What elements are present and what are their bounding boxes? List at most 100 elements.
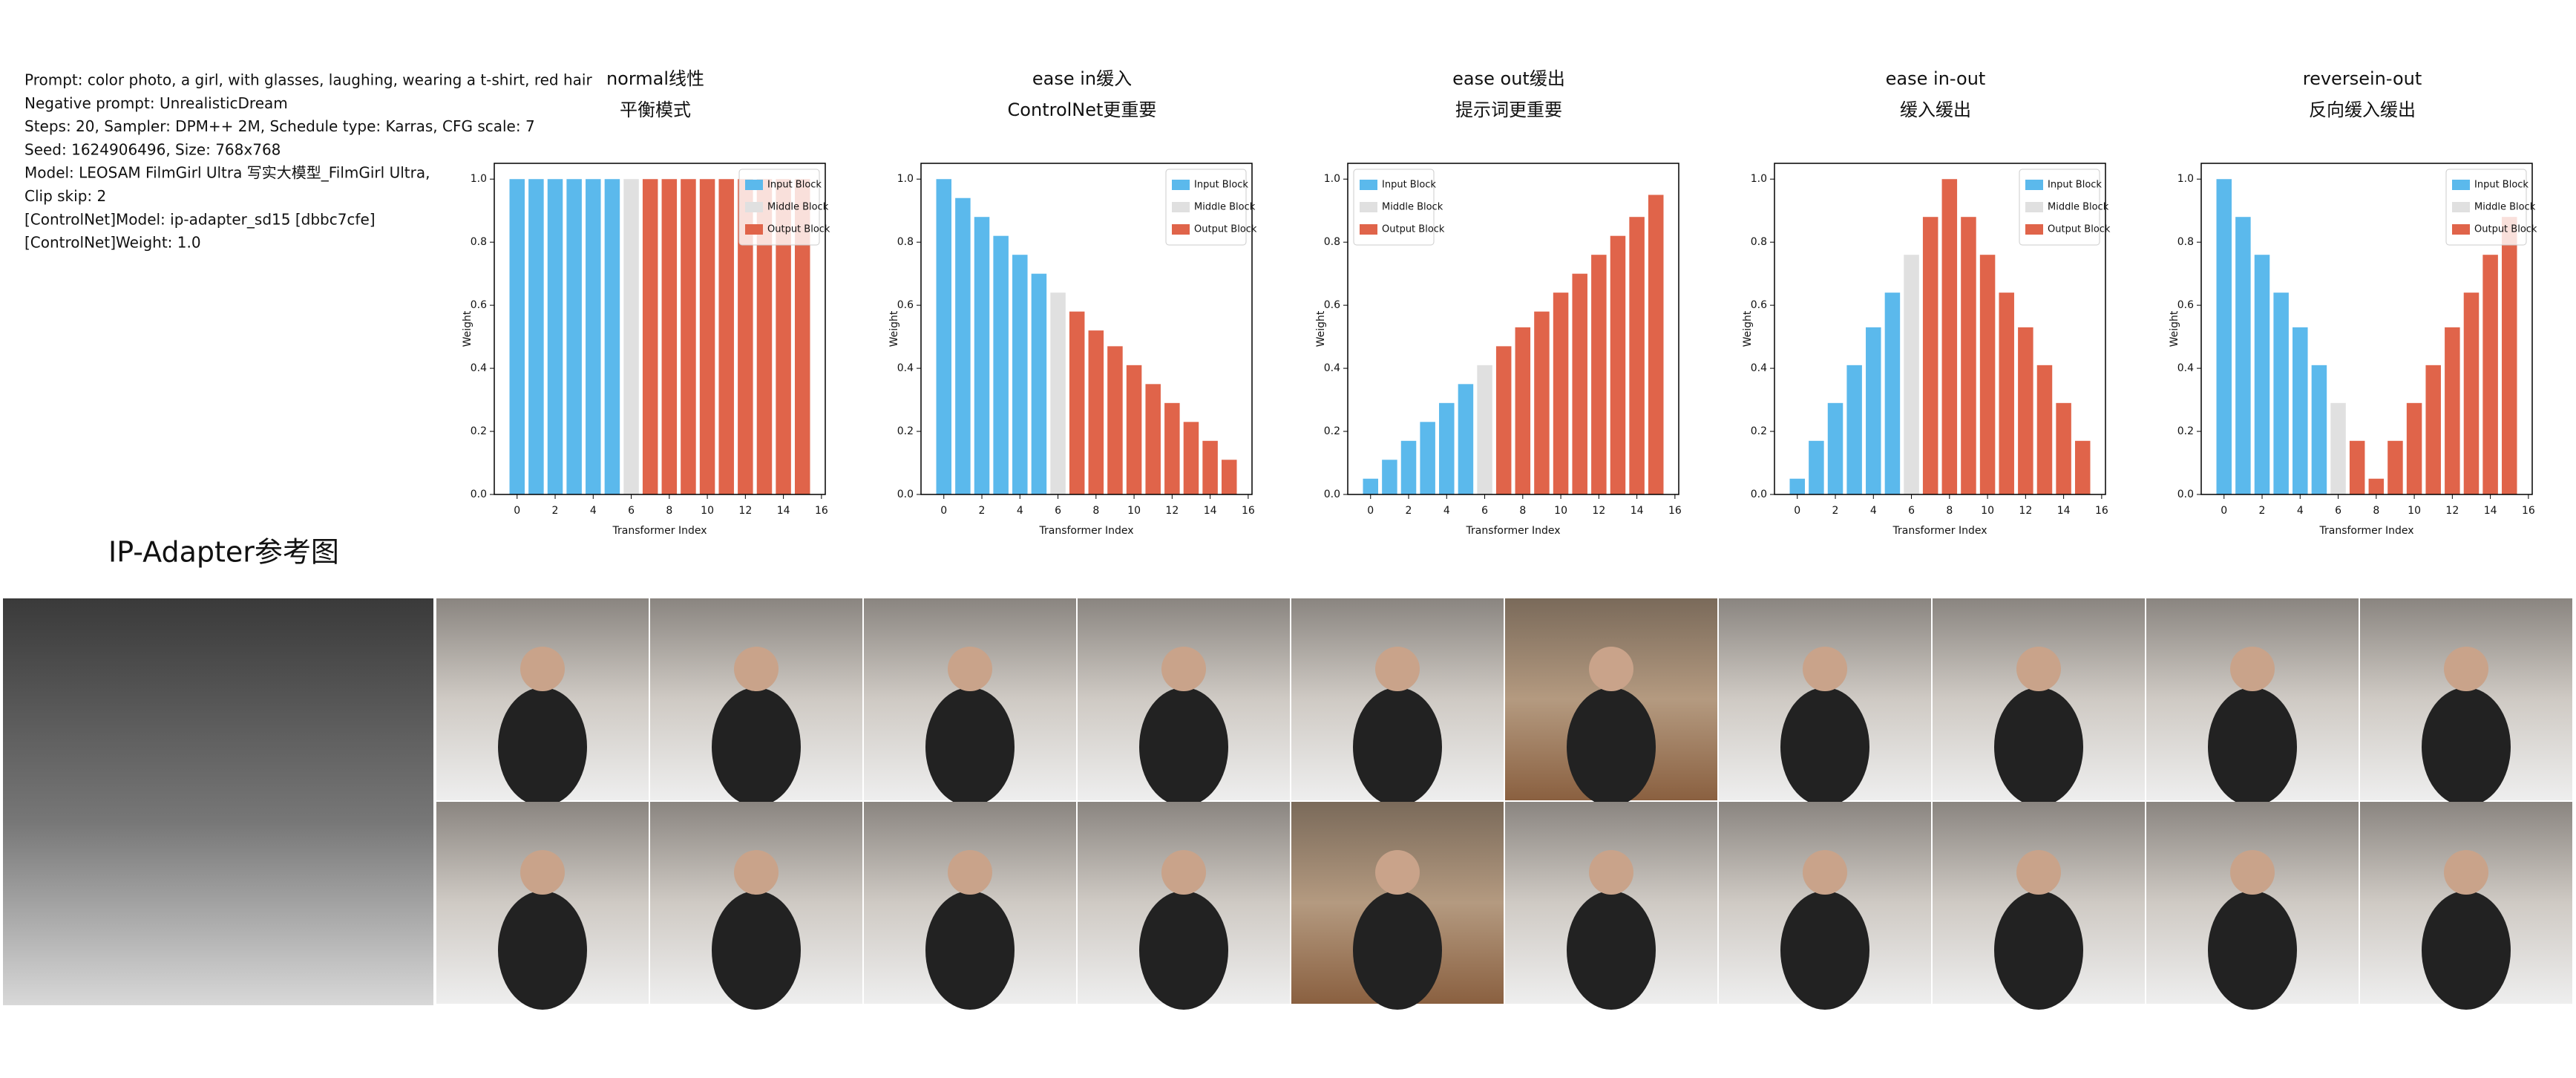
chart-subtitle: 缓入缓出 bbox=[1900, 99, 1971, 120]
bar bbox=[756, 179, 773, 494]
legend-swatch bbox=[1172, 180, 1190, 190]
legend-label: Input Block bbox=[1382, 180, 1436, 191]
legend-label: Output Block bbox=[1382, 224, 1445, 235]
y-tick-label: 1.0 bbox=[471, 173, 487, 185]
photo-figure bbox=[1994, 891, 2083, 1010]
legend-swatch bbox=[745, 202, 763, 212]
x-tick-label: 12 bbox=[2019, 505, 2032, 517]
plot-frame bbox=[1774, 163, 2106, 495]
x-tick-label: 8 bbox=[1519, 505, 1526, 517]
bar bbox=[1999, 293, 2014, 494]
photo-face bbox=[948, 850, 992, 895]
bar bbox=[936, 179, 952, 494]
bar bbox=[1420, 422, 1435, 494]
photo-face bbox=[1375, 647, 1420, 691]
bar bbox=[2368, 478, 2385, 494]
bar bbox=[547, 179, 563, 494]
y-tick-label: 0.8 bbox=[2177, 236, 2194, 248]
bar bbox=[2501, 217, 2517, 494]
y-tick-label: 0.2 bbox=[1324, 425, 1340, 437]
prompt-line: Clip skip: 2 bbox=[24, 187, 106, 205]
photo-figure bbox=[2422, 891, 2511, 1010]
x-tick-label: 2 bbox=[552, 505, 559, 517]
bar bbox=[1031, 273, 1047, 494]
x-tick-label: 16 bbox=[2095, 505, 2108, 517]
photo-figure bbox=[1353, 891, 1442, 1010]
bar bbox=[1221, 460, 1237, 494]
legend-swatch bbox=[745, 180, 763, 190]
bar bbox=[1400, 440, 1417, 494]
bar bbox=[642, 179, 658, 494]
bar bbox=[566, 179, 582, 494]
x-tick-label: 16 bbox=[1668, 505, 1682, 517]
legend-label: Middle Block bbox=[767, 202, 829, 213]
bar bbox=[2235, 217, 2251, 494]
bar bbox=[1979, 255, 1996, 494]
x-tick-label: 4 bbox=[2297, 505, 2304, 517]
x-tick-label: 14 bbox=[2484, 505, 2497, 517]
bar bbox=[1610, 235, 1626, 494]
photo-face bbox=[1803, 850, 1847, 895]
bar bbox=[1126, 365, 1142, 494]
bar bbox=[1629, 217, 1645, 494]
y-tick-label: 0.2 bbox=[1751, 425, 1767, 437]
photo-face bbox=[1803, 647, 1847, 691]
x-tick-label: 14 bbox=[1204, 505, 1217, 517]
y-tick-label: 0.4 bbox=[897, 362, 914, 374]
legend-label: Input Block bbox=[2474, 180, 2529, 191]
bar bbox=[2349, 440, 2365, 494]
bar bbox=[2406, 402, 2422, 494]
photo-face bbox=[2444, 850, 2488, 895]
x-tick-label: 4 bbox=[1017, 505, 1023, 517]
legend-swatch bbox=[1172, 202, 1190, 212]
x-axis-label: Transformer Index bbox=[1039, 525, 1134, 537]
y-tick-label: 0.0 bbox=[2177, 489, 2194, 500]
bar bbox=[1961, 217, 1976, 494]
bar bbox=[2445, 327, 2460, 494]
chart-title: normal线性 bbox=[606, 68, 704, 89]
legend-label: Output Block bbox=[2048, 224, 2111, 235]
y-tick-label: 0.2 bbox=[897, 425, 914, 437]
plot-frame bbox=[920, 163, 1253, 495]
plot-frame bbox=[1347, 163, 1679, 495]
y-tick-label: 0.2 bbox=[471, 425, 487, 437]
bar bbox=[1572, 273, 1587, 494]
bar bbox=[2463, 293, 2480, 494]
photo-figure bbox=[1994, 687, 2083, 806]
y-axis-label: Weight bbox=[2169, 310, 2180, 347]
bar bbox=[528, 179, 544, 494]
legend-swatch bbox=[1360, 180, 1377, 190]
x-tick-label: 12 bbox=[1165, 505, 1179, 517]
x-tick-label: 10 bbox=[1554, 505, 1567, 517]
bar bbox=[2254, 255, 2270, 494]
photo-figure bbox=[925, 891, 1015, 1010]
bar bbox=[1809, 440, 1824, 494]
photo-figure bbox=[2422, 687, 2511, 806]
x-tick-label: 0 bbox=[1794, 505, 1800, 517]
bar bbox=[1866, 327, 1881, 494]
y-axis-label: Weight bbox=[888, 310, 900, 347]
y-tick-label: 0.2 bbox=[2177, 425, 2194, 437]
bar bbox=[1922, 217, 1938, 494]
bar bbox=[1477, 365, 1492, 494]
chart-subtitle: 平衡模式 bbox=[620, 99, 691, 120]
y-tick-label: 0.4 bbox=[1751, 362, 1767, 374]
legend-label: Middle Block bbox=[2474, 202, 2536, 213]
photo-grid bbox=[3, 598, 2572, 1010]
x-tick-label: 6 bbox=[1055, 505, 1061, 517]
y-tick-label: 0.0 bbox=[897, 489, 914, 500]
legend-label: Input Block bbox=[2048, 180, 2102, 191]
prompt-line: Prompt: color photo, a girl, with glasse… bbox=[24, 71, 592, 89]
photo-face bbox=[520, 850, 565, 895]
bar bbox=[1145, 384, 1161, 494]
photo-figure bbox=[1780, 687, 1869, 806]
bar bbox=[2036, 365, 2053, 494]
y-tick-label: 0.6 bbox=[1324, 299, 1340, 311]
chart-subtitle: 提示词更重要 bbox=[1455, 99, 1562, 120]
legend-swatch bbox=[1172, 224, 1190, 235]
x-tick-label: 12 bbox=[1592, 505, 1605, 517]
y-tick-label: 0.0 bbox=[471, 489, 487, 500]
bar bbox=[1827, 402, 1843, 494]
photo-figure bbox=[2208, 891, 2297, 1010]
legend-label: Middle Block bbox=[1194, 202, 1256, 213]
